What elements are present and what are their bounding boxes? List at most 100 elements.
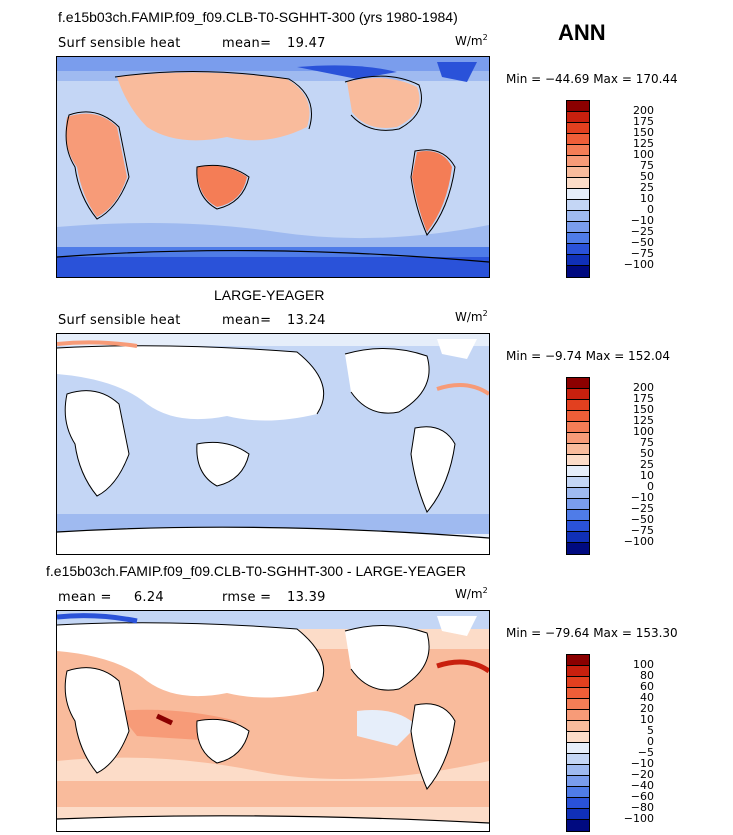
colorbar-tick-label: −10 [630,214,654,227]
colorbar-swatch [567,765,589,776]
colorbar-tick-label: 100 [633,425,654,438]
colorbar-swatch [567,809,589,820]
colorbar-swatch [567,444,589,455]
panel1-mean-label: mean= [222,36,272,51]
panel3-rmse-value: 13.39 [287,590,326,605]
colorbar-tick-label: 20 [640,702,654,715]
colorbar-swatch [567,167,589,178]
colorbar-tick-label: 125 [633,137,654,150]
panel1-map [56,56,490,278]
colorbar-swatch [567,488,589,499]
colorbar-tick-label: 80 [640,669,654,682]
colorbar-swatch [567,688,589,699]
colorbar-swatch [567,112,589,123]
colorbar-swatch [567,699,589,710]
panel3-colorbar [566,654,590,832]
colorbar-tick-label: 25 [640,181,654,194]
colorbar-swatch [567,710,589,721]
colorbar-tick-label: 0 [647,480,654,493]
colorbar-swatch [567,156,589,167]
colorbar-swatch [567,123,589,134]
colorbar-swatch [567,787,589,798]
colorbar-swatch [567,798,589,809]
colorbar-swatch [567,543,589,554]
colorbar-swatch [567,455,589,466]
colorbar-swatch [567,200,589,211]
panel1-title: f.e15b03ch.FAMIP.f09_f09.CLB-T0-SGHHT-30… [58,9,458,25]
panel1-variable-label: Surf sensible heat [58,36,181,51]
colorbar-tick-label: 200 [633,104,654,117]
colorbar-tick-label: −100 [623,812,654,825]
colorbar-swatch [567,655,589,666]
colorbar-swatch [567,776,589,787]
colorbar-swatch [567,255,589,266]
colorbar-tick-label: 0 [647,203,654,216]
colorbar-swatch [567,666,589,677]
colorbar-tick-label: 75 [640,159,654,172]
colorbar-tick-label: 25 [640,458,654,471]
colorbar-tick-label: −10 [630,757,654,770]
colorbar-swatch [567,820,589,831]
colorbar-tick-label: −25 [630,502,654,515]
colorbar-tick-label: −100 [623,535,654,548]
colorbar-tick-label: −75 [630,247,654,260]
colorbar-swatch [567,743,589,754]
panel2-mean-value: 13.24 [287,313,326,328]
colorbar-tick-label: 75 [640,436,654,449]
panel1-units: W/m2 [455,33,488,48]
colorbar-tick-label: 175 [633,115,654,128]
colorbar-tick-label: 10 [640,192,654,205]
colorbar-swatch [567,732,589,743]
colorbar-swatch [567,400,589,411]
colorbar-tick-label: −50 [630,513,654,526]
panel3-title: f.e15b03ch.FAMIP.f09_f09.CLB-T0-SGHHT-30… [46,563,466,579]
colorbar-tick-label: −80 [630,801,654,814]
colorbar-swatch [567,178,589,189]
panel3-rmse-label: rmse = [222,590,272,605]
panel3-minmax: Min = −79.64 Max = 153.30 [506,626,678,640]
colorbar-tick-label: 100 [633,148,654,161]
panel1-mean-value: 19.47 [287,36,326,51]
colorbar-tick-label: 125 [633,414,654,427]
colorbar-swatch [567,422,589,433]
colorbar-tick-label: 10 [640,713,654,726]
colorbar-swatch [567,233,589,244]
panel2-title: LARGE-YEAGER [214,287,325,303]
colorbar-tick-label: 175 [633,392,654,405]
colorbar-swatch [567,510,589,521]
colorbar-swatch [567,378,589,389]
colorbar-swatch [567,499,589,510]
colorbar-tick-label: 10 [640,469,654,482]
colorbar-tick-label: 50 [640,447,654,460]
colorbar-tick-label: −20 [630,768,654,781]
panel3-mean-label: mean = 6.24 [58,590,164,605]
colorbar-swatch [567,754,589,765]
colorbar-swatch [567,532,589,543]
colorbar-swatch [567,244,589,255]
colorbar-tick-label: 150 [633,126,654,139]
panel3-units: W/m2 [455,586,488,601]
panel2-variable-label: Surf sensible heat [58,313,181,328]
colorbar-swatch [567,477,589,488]
panel2-colorbar [566,377,590,555]
colorbar-tick-label: −75 [630,524,654,537]
colorbar-tick-label: 200 [633,381,654,394]
colorbar-tick-label: 150 [633,403,654,416]
colorbar-swatch [567,266,589,277]
colorbar-swatch [567,189,589,200]
colorbar-tick-label: 100 [633,658,654,671]
colorbar-swatch [567,466,589,477]
panel2-mean-label: mean= [222,313,272,328]
panel2-map [56,333,490,555]
colorbar-swatch [567,389,589,400]
colorbar-tick-label: −25 [630,225,654,238]
colorbar-swatch [567,521,589,532]
colorbar-swatch [567,211,589,222]
colorbar-swatch [567,222,589,233]
colorbar-swatch [567,433,589,444]
colorbar-tick-label: 5 [647,724,654,737]
colorbar-swatch [567,101,589,112]
panel2-minmax: Min = −9.74 Max = 152.04 [506,349,671,363]
colorbar-swatch [567,411,589,422]
colorbar-swatch [567,677,589,688]
